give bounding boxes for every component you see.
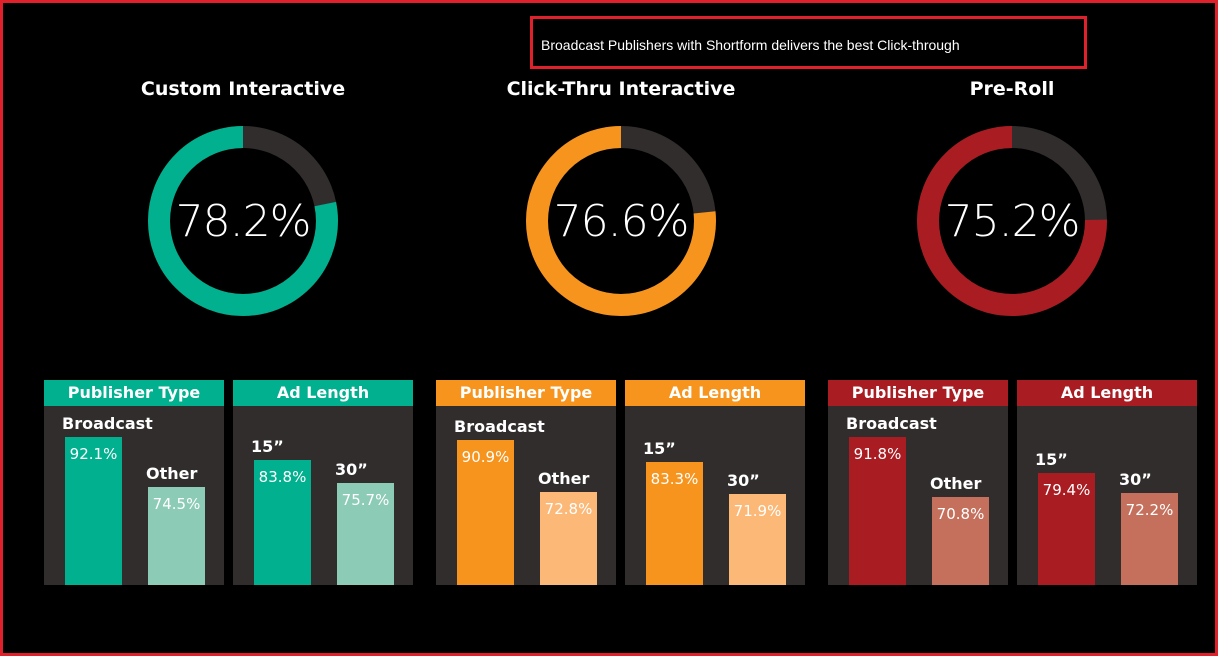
bar <box>729 494 786 585</box>
panel-header: Ad Length <box>625 380 805 406</box>
bar-panel: Publisher Type 91.8% Broadcast 70.8% Other <box>828 380 1008 585</box>
bar-category-label: Other <box>538 468 590 488</box>
bar-value-label: 83.8% <box>258 468 307 487</box>
donut-value-label: 78.2% <box>175 195 312 247</box>
bar <box>932 497 989 585</box>
bar-value-label: 72.2% <box>1125 501 1174 520</box>
bar-value-label: 90.9% <box>461 447 510 466</box>
bar-panel: Ad Length 79.4% 15” 72.2% 30” <box>1017 380 1197 585</box>
bar-panel: Publisher Type 90.9% Broadcast 72.8% Other <box>436 380 616 585</box>
donut-value-arc <box>917 126 1107 316</box>
bar-category-label: 30” <box>1119 470 1152 490</box>
donut-chart: 78.2% <box>145 123 341 319</box>
donut-value-arc <box>526 126 716 316</box>
bar-value-label: 70.8% <box>936 505 985 524</box>
bar-value-label: 91.8% <box>853 445 902 464</box>
bar-category-label: 15” <box>251 437 284 457</box>
bar <box>337 483 394 585</box>
donut-value-label: 76.6% <box>553 195 690 247</box>
bar-category-label: Broadcast <box>846 414 937 434</box>
donut-title: Custom Interactive <box>140 78 346 100</box>
panel-header: Publisher Type <box>828 380 1008 406</box>
bar-category-label: 15” <box>643 438 676 458</box>
bar-category-label: Other <box>146 463 198 483</box>
donut-value-arc <box>148 126 338 316</box>
bar-panel: Publisher Type 92.1% Broadcast 74.5% Other <box>44 380 224 585</box>
bar <box>254 460 311 585</box>
bar <box>540 491 597 585</box>
bar <box>65 436 122 585</box>
bar-category-label: 30” <box>335 460 368 480</box>
bar-value-label: 92.1% <box>69 444 118 463</box>
bar-value-label: 75.7% <box>341 491 390 510</box>
bar-value-label: 79.4% <box>1042 480 1091 499</box>
callout-box: Broadcast Publishers with Shortform deli… <box>530 16 1087 69</box>
bar-category-label: 15” <box>1035 449 1068 469</box>
panel-header: Publisher Type <box>436 380 616 406</box>
bar-category-label: Broadcast <box>62 413 153 433</box>
donut-chart: 75.2% <box>914 123 1110 319</box>
panel-header: Ad Length <box>1017 380 1197 406</box>
bar-value-label: 74.5% <box>152 494 201 513</box>
donut-chart: 76.6% <box>523 123 719 319</box>
bar <box>646 461 703 585</box>
bar <box>457 439 514 585</box>
donut-title: Pre-Roll <box>969 78 1055 100</box>
bar <box>849 437 906 585</box>
panel-header: Publisher Type <box>44 380 224 406</box>
bar-category-label: Broadcast <box>454 416 545 436</box>
bar-panel: Ad Length 83.3% 15” 71.9% 30” <box>625 380 805 585</box>
bar <box>1121 493 1178 585</box>
bar <box>1038 472 1095 585</box>
bar-panel: Ad Length 83.8% 15” 75.7% 30” <box>233 380 413 585</box>
bar-category-label: Other <box>930 474 982 494</box>
bar-value-label: 83.3% <box>650 469 699 488</box>
donut-title: Click-Thru Interactive <box>506 78 736 100</box>
bar-value-label: 71.9% <box>733 502 782 521</box>
bar-category-label: 30” <box>727 471 760 491</box>
bar-value-label: 72.8% <box>544 499 593 518</box>
bar <box>148 486 205 585</box>
donut-value-label: 75.2% <box>944 195 1081 247</box>
panel-header: Ad Length <box>233 380 413 406</box>
